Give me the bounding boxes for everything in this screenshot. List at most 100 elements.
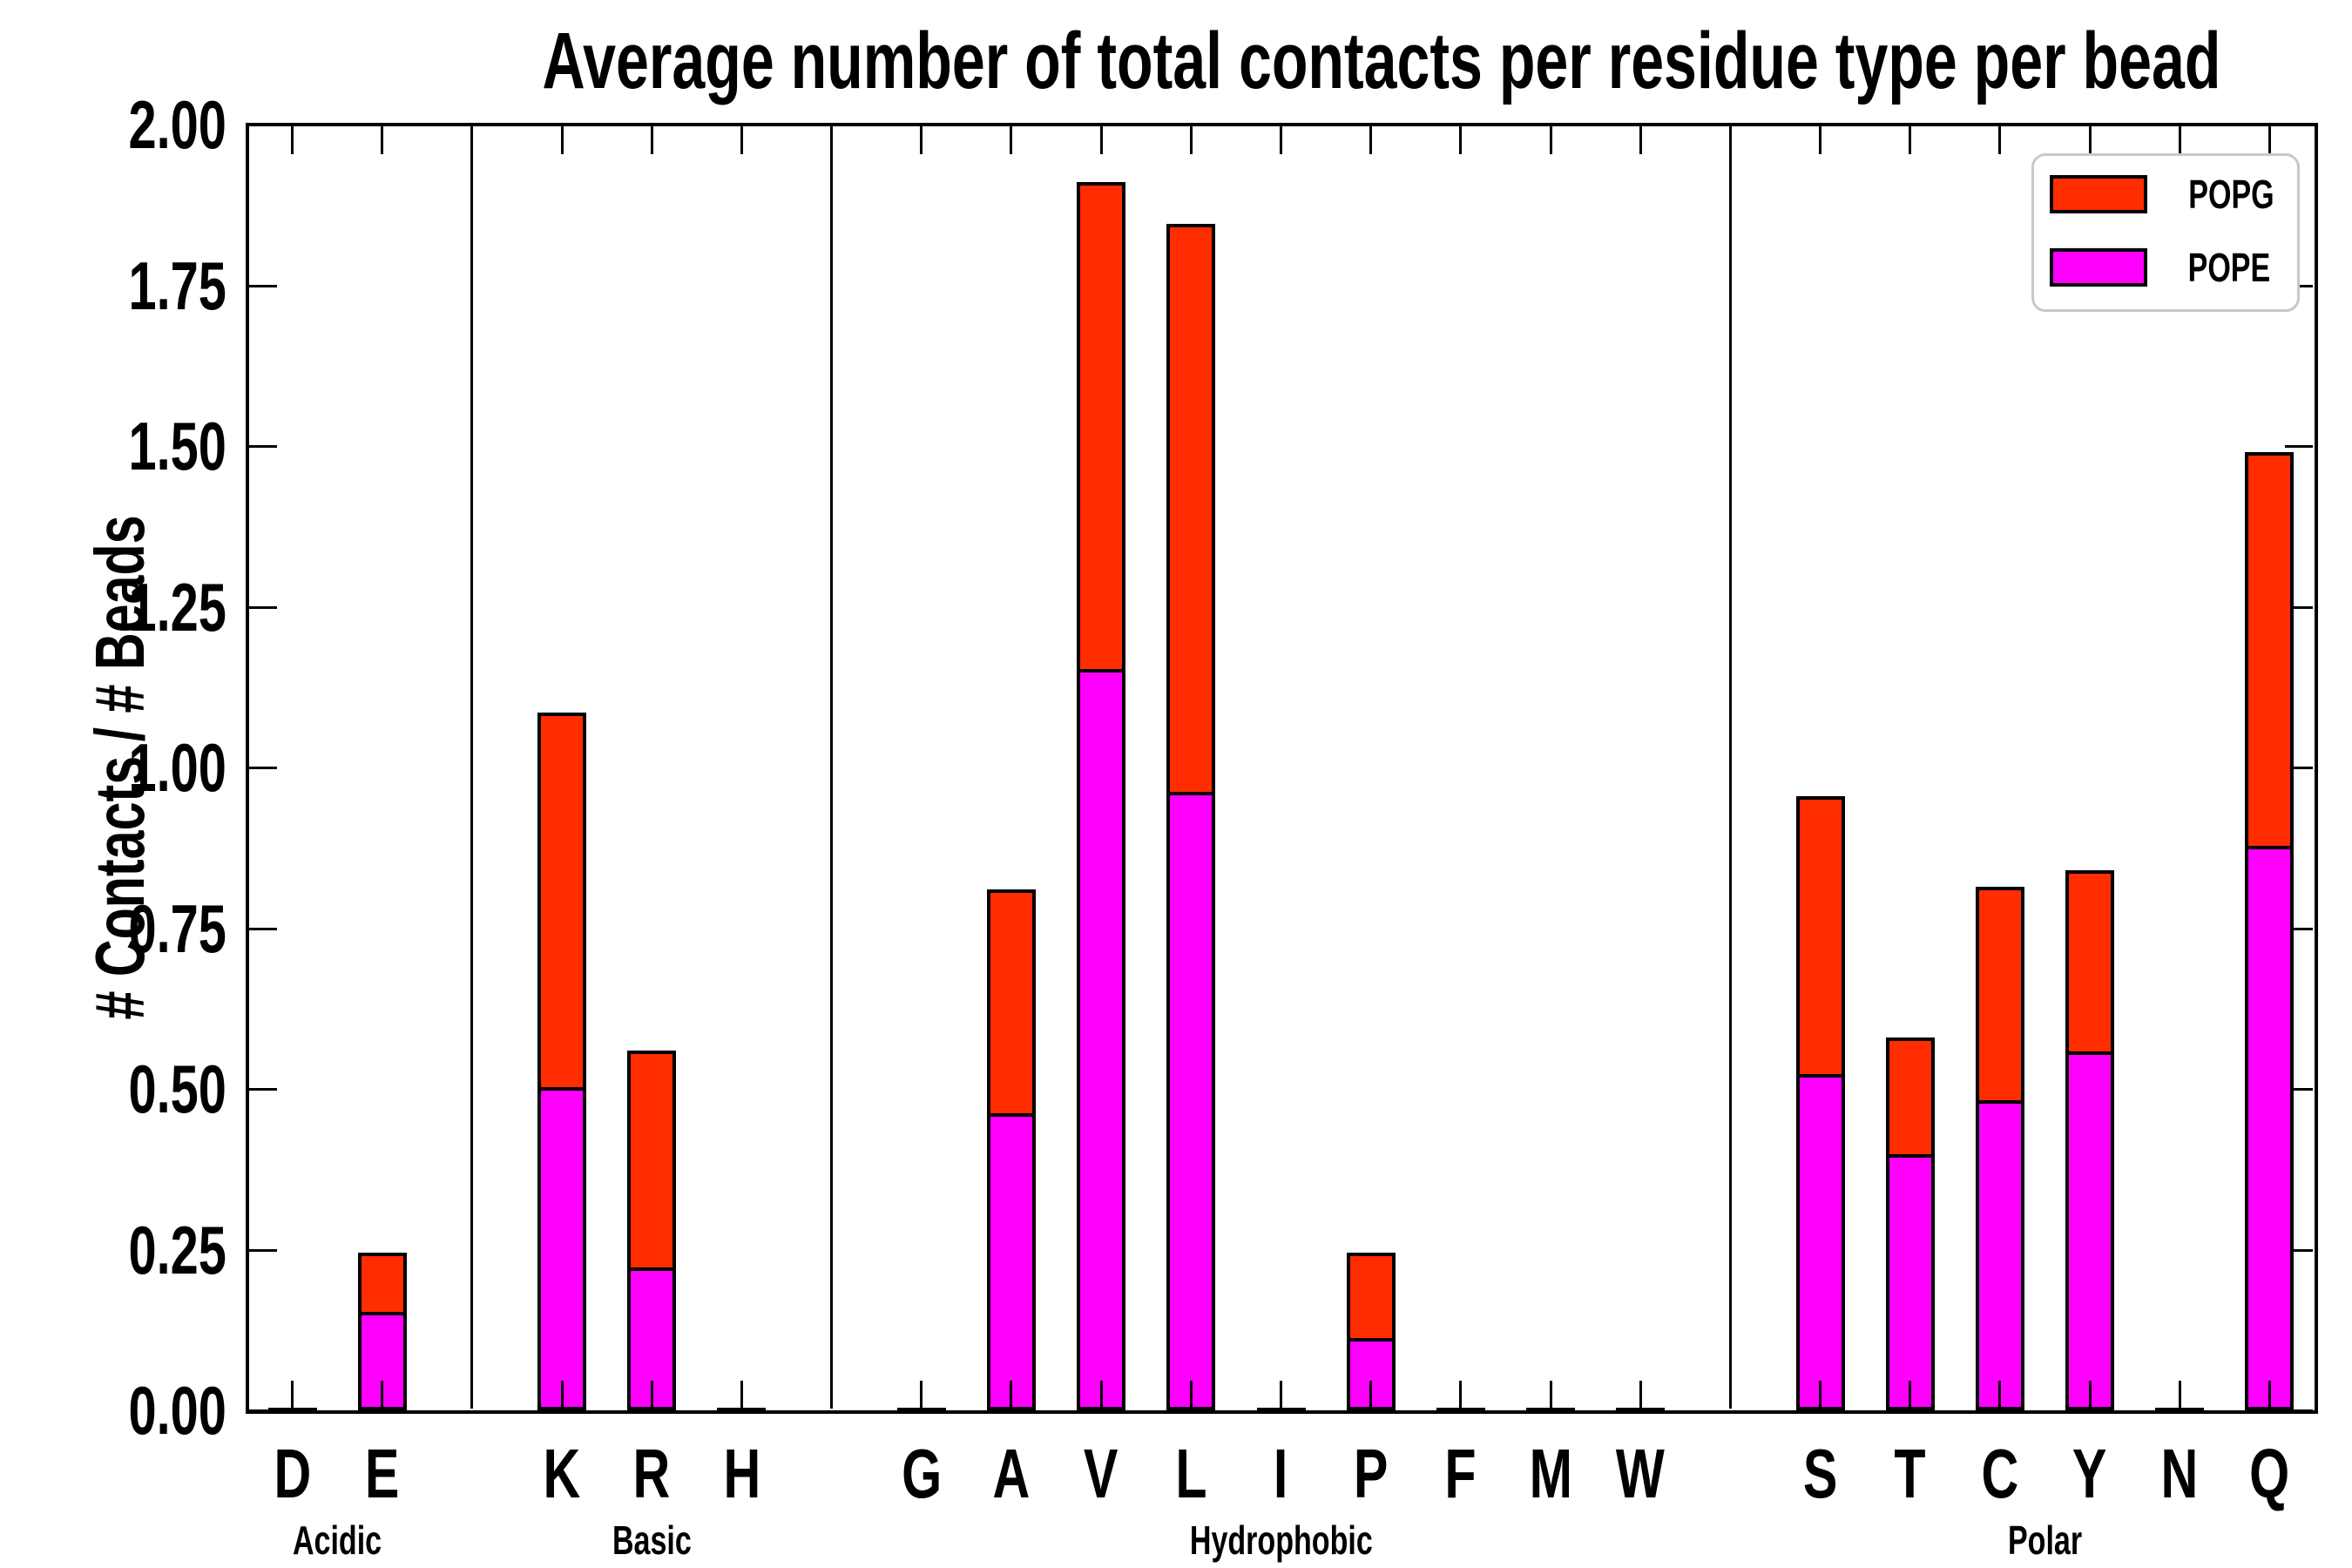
zero-bar-F xyxy=(1436,1408,1485,1411)
y-tick-label-text: 1.75 xyxy=(128,247,226,324)
x-tick-top-W xyxy=(1639,126,1642,154)
x-tick-label-L: L xyxy=(1060,1439,1321,1509)
y-tick-label: 1.25 xyxy=(0,573,226,641)
y-tick-right xyxy=(2285,767,2313,769)
group-label-basic: Basic xyxy=(390,1520,913,1560)
y-tick-left xyxy=(249,767,277,769)
x-tick-label-text: G xyxy=(901,1435,942,1512)
group-label-acidic: Acidic xyxy=(76,1520,598,1560)
x-tick-top-K xyxy=(560,126,564,154)
x-tick-bottom-L xyxy=(1189,1381,1193,1409)
x-tick-label-text: D xyxy=(274,1435,311,1512)
bar-Q xyxy=(2245,452,2295,1410)
y-tick-right xyxy=(2285,445,2313,448)
x-tick-label-text: H xyxy=(723,1435,760,1512)
y-tick-label: 1.00 xyxy=(0,733,226,801)
x-tick-label-A: A xyxy=(881,1439,1142,1509)
y-tick-label-text: 0.00 xyxy=(128,1372,226,1449)
bar-R xyxy=(627,1050,677,1410)
x-tick-bottom-K xyxy=(560,1381,564,1409)
bar-C xyxy=(1975,886,2024,1410)
bar-K xyxy=(537,713,587,1410)
bar-Q-pope-segment xyxy=(2248,846,2291,1407)
chart-title: Average number of total contacts per res… xyxy=(542,17,2221,105)
zero-bar-I xyxy=(1256,1408,1306,1411)
y-tick-label-text: 0.25 xyxy=(128,1211,226,1288)
x-tick-label-text: M xyxy=(1529,1435,1572,1512)
x-tick-top-Y xyxy=(2088,126,2092,154)
group-separator xyxy=(830,126,834,1409)
bar-Y xyxy=(2065,870,2115,1410)
x-tick-top-I xyxy=(1280,126,1282,154)
group-label-text: Polar xyxy=(2007,1517,2083,1563)
x-tick-top-R xyxy=(650,126,653,154)
y-tick-right xyxy=(2285,1248,2313,1252)
x-tick-bottom-Q xyxy=(2268,1381,2271,1409)
x-tick-top-C xyxy=(1998,126,2002,154)
y-tick-left xyxy=(249,1409,277,1412)
x-tick-top-E xyxy=(381,126,384,154)
x-tick-bottom-F xyxy=(1459,1381,1463,1409)
x-tick-label-W: W xyxy=(1510,1439,1771,1509)
group-label-text: Hydrophobic xyxy=(1189,1517,1373,1563)
zero-bar-M xyxy=(1526,1408,1576,1411)
x-tick-label-text: A xyxy=(992,1435,1031,1512)
bar-E xyxy=(357,1253,407,1410)
x-tick-top-N xyxy=(2178,126,2181,154)
x-tick-label-C: C xyxy=(1869,1439,2131,1509)
x-tick-label-Y: Y xyxy=(1959,1439,2220,1509)
x-tick-label-K: K xyxy=(431,1439,693,1509)
x-tick-top-G xyxy=(920,126,923,154)
x-tick-bottom-G xyxy=(920,1381,923,1409)
bar-S-pope-segment xyxy=(1799,1074,1842,1407)
x-tick-bottom-E xyxy=(381,1381,384,1409)
y-tick-label-text: 2.00 xyxy=(128,86,226,163)
y-tick-label: 1.50 xyxy=(0,412,226,480)
legend-label-pope: POPE xyxy=(2187,245,2271,290)
y-tick-label-text: 1.50 xyxy=(128,408,226,484)
zero-bar-H xyxy=(717,1408,767,1411)
y-tick-left xyxy=(249,1248,277,1252)
bar-C-pope-segment xyxy=(1978,1099,2021,1407)
x-tick-label-E: E xyxy=(252,1439,513,1509)
x-tick-label-H: H xyxy=(611,1439,872,1509)
legend-label-popg: POPG xyxy=(2188,172,2274,217)
x-tick-label-Q: Q xyxy=(2139,1439,2352,1509)
y-tick-left xyxy=(249,284,277,287)
bar-Y-pope-segment xyxy=(2069,1051,2112,1407)
x-tick-bottom-T xyxy=(1909,1381,1912,1409)
x-tick-top-D xyxy=(291,126,294,154)
x-tick-bottom-R xyxy=(650,1381,653,1409)
x-tick-label-text: P xyxy=(1353,1435,1389,1512)
x-tick-bottom-H xyxy=(740,1381,743,1409)
x-tick-label-R: R xyxy=(521,1439,782,1509)
y-tick-right xyxy=(2285,1409,2313,1412)
y-tick-label: 0.25 xyxy=(0,1216,226,1284)
bar-A-pope-segment xyxy=(990,1112,1032,1407)
group-separator xyxy=(1728,126,1732,1409)
x-tick-label-V: V xyxy=(970,1439,1232,1509)
y-tick-label-text: 0.75 xyxy=(128,889,226,967)
group-label-text: Acidic xyxy=(293,1517,382,1563)
x-tick-bottom-D xyxy=(291,1381,294,1409)
x-tick-top-L xyxy=(1189,126,1193,154)
x-tick-label-text: C xyxy=(1981,1435,2019,1512)
x-tick-bottom-M xyxy=(1549,1381,1552,1409)
x-tick-bottom-C xyxy=(1998,1381,2002,1409)
x-tick-label-text: N xyxy=(2160,1435,2199,1512)
group-separator xyxy=(470,126,474,1409)
x-tick-label-S: S xyxy=(1690,1439,1951,1509)
y-tick-left xyxy=(249,445,277,448)
bar-V xyxy=(1077,182,1126,1410)
y-tick-right xyxy=(2285,605,2313,609)
x-tick-label-text: K xyxy=(543,1435,581,1512)
y-tick-left xyxy=(249,124,277,126)
x-tick-label-G: G xyxy=(791,1439,1052,1509)
x-tick-label-M: M xyxy=(1420,1439,1681,1509)
x-tick-bottom-A xyxy=(1010,1381,1013,1409)
x-tick-top-A xyxy=(1010,126,1013,154)
y-tick-label: 0.00 xyxy=(0,1376,226,1444)
x-tick-label-N: N xyxy=(2049,1439,2310,1509)
group-label-text: Basic xyxy=(612,1517,692,1563)
